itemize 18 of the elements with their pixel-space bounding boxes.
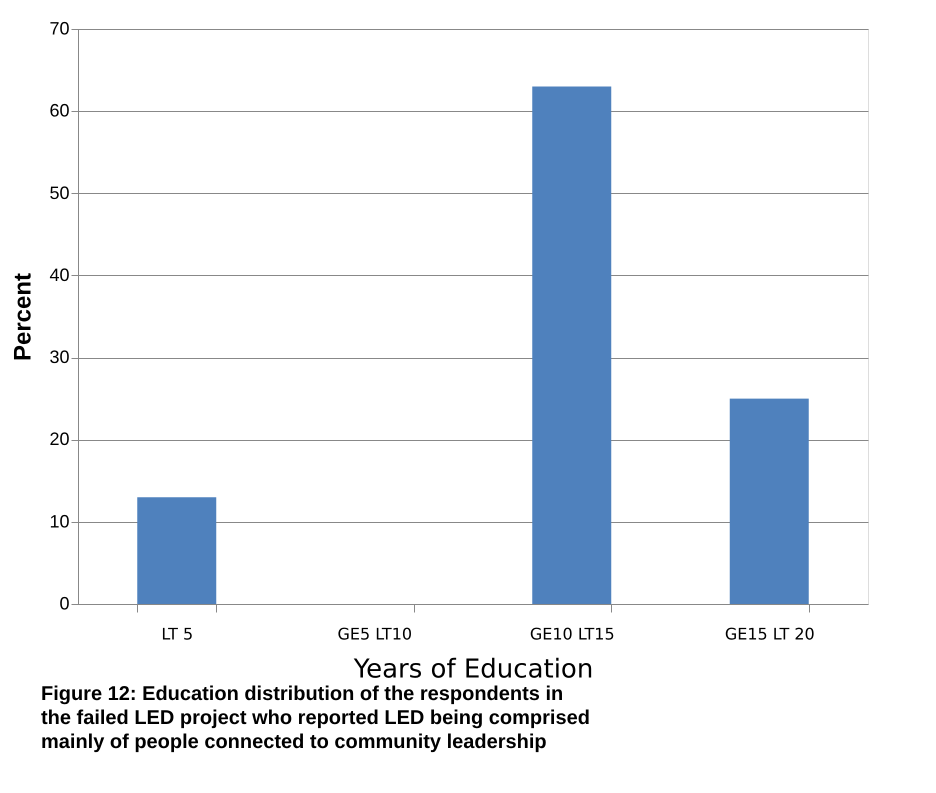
- y-tick-label: 30: [49, 347, 70, 368]
- y-tick-label: 10: [49, 511, 70, 532]
- x-tick-label: GE15 LT 20: [724, 624, 815, 644]
- bar: [532, 86, 612, 604]
- y-axis-title: Percent: [9, 272, 36, 362]
- bar: [137, 497, 216, 604]
- x-axis-title: Years of Education: [352, 654, 594, 684]
- y-tick-label: 70: [49, 18, 70, 38]
- y-tick-label: 20: [49, 429, 70, 450]
- caption: Figure 12: Education distribution of the respondents in the failed LED project who reported LED being comprised mainly of people connected to community leadership: [40, 683, 590, 753]
- x-tick-label: GE5 LT10: [337, 624, 412, 644]
- x-tick-label: LT 5: [161, 624, 194, 644]
- bar: [730, 398, 809, 604]
- y-tick-label: 0: [59, 594, 70, 614]
- y-tick-label: 40: [49, 264, 70, 285]
- y-tick-label: 50: [49, 182, 70, 203]
- x-tick-label: GE10 LT15: [530, 624, 615, 644]
- y-tick-label: 60: [49, 100, 70, 121]
